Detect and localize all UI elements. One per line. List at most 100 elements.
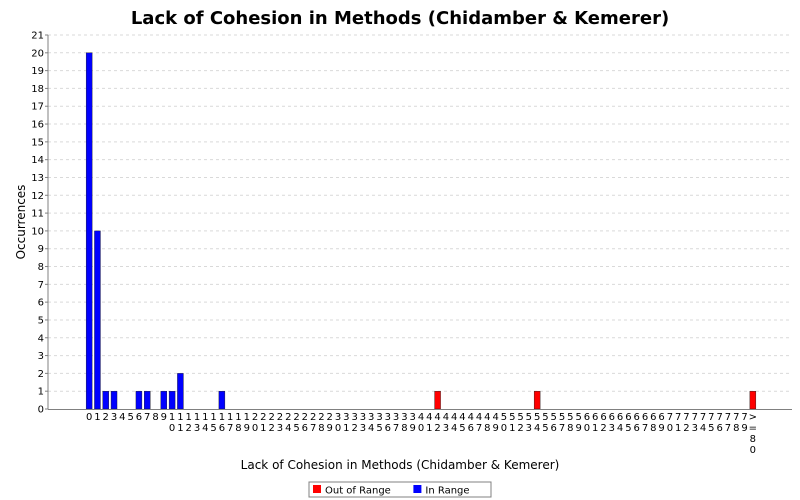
x-tick-label: 3 [111,412,117,423]
y-tick-label: 19 [31,66,44,77]
legend-label: In Range [425,486,469,497]
y-tick-label: 14 [31,155,44,166]
y-tick-label: 4 [38,333,44,344]
x-tick-label: 9 [161,412,167,423]
x-tick-label: 4 [119,412,125,423]
y-tick-label: 7 [38,280,44,291]
bars [85,52,757,410]
y-tick-label: 11 [31,209,44,220]
bar-in-range [110,390,118,410]
bar-out-of-range [434,390,441,410]
y-tick-label: 0 [38,405,44,416]
legend-box [308,481,492,498]
x-tick-label: 6 [136,412,142,423]
bar-in-range [144,390,151,410]
x-tick-label: 5 [127,412,133,423]
bar-in-range [102,390,109,410]
legend-swatch [413,485,422,493]
y-tick-label: 13 [31,173,44,184]
y-tick-label: 18 [31,84,44,95]
y-axis-title: Occurrences [14,185,28,260]
y-tick-label: 6 [38,298,44,309]
y-tick-label: 16 [31,120,44,131]
bar-out-of-range [533,390,541,410]
bar-in-range [218,390,226,410]
x-tick-label: 0 [86,412,92,423]
bar-out-of-range [749,390,757,410]
legend-label: Out of Range [325,486,391,497]
bar-in-range [177,373,184,410]
y-tick-label: 21 [31,31,44,42]
bar-in-range [135,390,143,410]
x-tick-label: 2 [103,412,109,423]
x-axis-title: Lack of Cohesion in Methods (Chidamber &… [241,458,560,472]
y-tick-label: 5 [38,315,44,326]
y-tick-label: 17 [31,102,44,113]
gridlines [48,34,792,392]
x-tick-label: 7 [144,412,150,423]
y-tick-label: 2 [38,369,44,380]
x-tick-label: > = 8 0 [749,412,757,456]
plot-area [48,35,792,409]
